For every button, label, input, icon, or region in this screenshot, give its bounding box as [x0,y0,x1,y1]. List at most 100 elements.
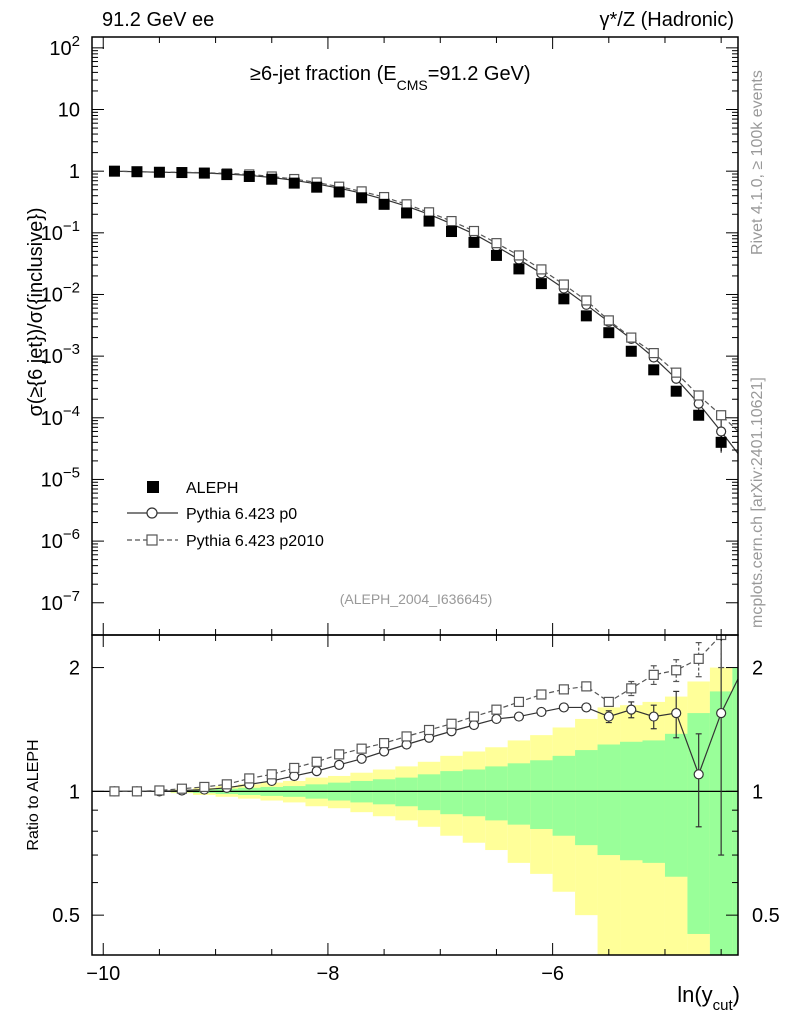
main-point-aleph [198,167,210,179]
ratio-point-p2010 [356,743,367,754]
main-point-aleph [670,385,682,397]
ratio-point-p2010 [244,773,255,784]
main-point-p0 [716,426,727,437]
ratio-point-p2010 [558,684,569,695]
main-point-aleph [625,345,637,357]
y-tick-base: 10 [41,223,63,245]
ratio-point-p2010 [154,785,165,796]
x-tick-label: −8 [317,963,340,985]
ratio-point-p0 [334,759,345,770]
y-tick-label: 10−5 [41,464,80,491]
main-title: ≥6-jet fraction (ECMS=91.2 GeV) [250,63,531,93]
main-curves [108,165,748,455]
legend-label-p0: Pythia 6.423 p0 [186,506,297,523]
ratio-point-p2010 [379,738,390,749]
ratio-point-p0 [356,753,367,764]
main-point-aleph [108,165,120,177]
legend-marker-aleph [147,481,159,493]
main-point-aleph [513,263,525,275]
main-point-aleph [266,173,278,185]
x-tick-label: −6 [541,963,564,985]
y-tick-label: 10−2 [41,279,80,306]
main-point-aleph [648,364,660,376]
y-tick-base: 1 [69,161,80,183]
main-point-p2010 [739,432,748,441]
y-tick-base: 10 [41,531,63,553]
main-point-aleph [401,207,413,219]
ratio-y-tick-label: 1 [69,781,80,803]
main-point-aleph [221,169,233,181]
y-tick-exponent: −6 [63,526,80,543]
main-point-p2010 [626,332,637,343]
main-point-aleph [558,293,570,305]
header-left: 91.2 GeV ee [102,9,214,31]
ratio-point-p0 [513,711,525,722]
ratio-point-p2010 [648,669,659,680]
y-tick-label: 102 [49,33,80,60]
uncertainty-band-inner [462,769,486,817]
main-line-p2010 [114,170,738,432]
main-point-aleph [490,249,502,261]
y-tick-exponent: −7 [63,588,80,605]
ratio-point-p2010 [536,689,547,700]
ratio-point-p0 [626,704,637,715]
ratio-curves [109,635,738,856]
uncertainty-band-inner [507,763,531,825]
uncertainty-band-inner [440,771,463,815]
x-tick-label: −10 [86,963,120,985]
uncertainty-band-inner [530,760,553,829]
y-tick-exponent: −5 [63,464,80,481]
uncertainty-band-inner [552,755,576,836]
ratio-point-p2010 [289,762,300,774]
ratio-point-p0 [311,766,322,777]
ratio-point-p2010 [131,786,143,797]
main-title-sub: CMS [397,77,428,93]
ratio-panel [92,635,738,955]
ratio-point-p2010 [401,731,412,742]
ratio-point-p0 [716,707,727,719]
main-panel [108,165,748,455]
ratio-point-p0 [603,711,614,722]
ratio-point-p2010 [626,683,637,694]
y-tick-exponent: −1 [63,218,80,235]
ratio-point-p0 [468,719,480,731]
ratio-point-p2010 [176,783,187,794]
ratio-point-p0 [379,746,390,757]
main-point-aleph [423,215,435,227]
uncertainty-band-inner [664,733,688,877]
header-right: γ*/Z (Hadronic) [600,9,734,31]
y-tick-exponent: −2 [63,279,80,296]
ratio-point-p2010 [468,711,480,722]
main-point-p2010 [648,348,659,359]
main-point-aleph [468,236,480,248]
main-point-aleph [333,186,345,198]
main-point-aleph [243,170,255,182]
main-point-aleph [580,310,592,322]
main-point-p2010 [446,215,457,227]
main-point-p2010 [491,238,502,249]
y-tick-label: 10−4 [41,403,80,430]
y-tick-base: 10 [41,284,63,306]
main-point-p2010 [423,207,435,218]
main-point-aleph [153,166,165,178]
ratio-bands [170,667,738,955]
main-point-aleph [131,166,143,178]
ratio-point-p2010 [671,665,682,676]
main-point-aleph [356,192,368,204]
ratio-point-p2010 [334,749,345,760]
ratio-point-p0 [693,769,704,780]
xlabel-text: ln(y [677,982,712,1007]
xlabel-tail: ) [733,982,740,1007]
y-tick-exponent: −4 [63,403,80,420]
mcplots-label: mcplots.cern.ch [arXiv:2401.10621] [749,377,766,628]
ratio-y-tick-label: 0.5 [52,905,80,927]
main-point-p2010 [671,367,682,378]
ratio-ylabel: Ratio to ALEPH [25,739,42,850]
uncertainty-band-inner [597,744,621,856]
main-point-p2010 [558,279,569,290]
y-tick-base: 10 [41,469,63,491]
y-tick-base: 10 [49,38,71,60]
ratio-point-p2010 [311,756,322,767]
y-tick-base: 10 [41,593,63,615]
